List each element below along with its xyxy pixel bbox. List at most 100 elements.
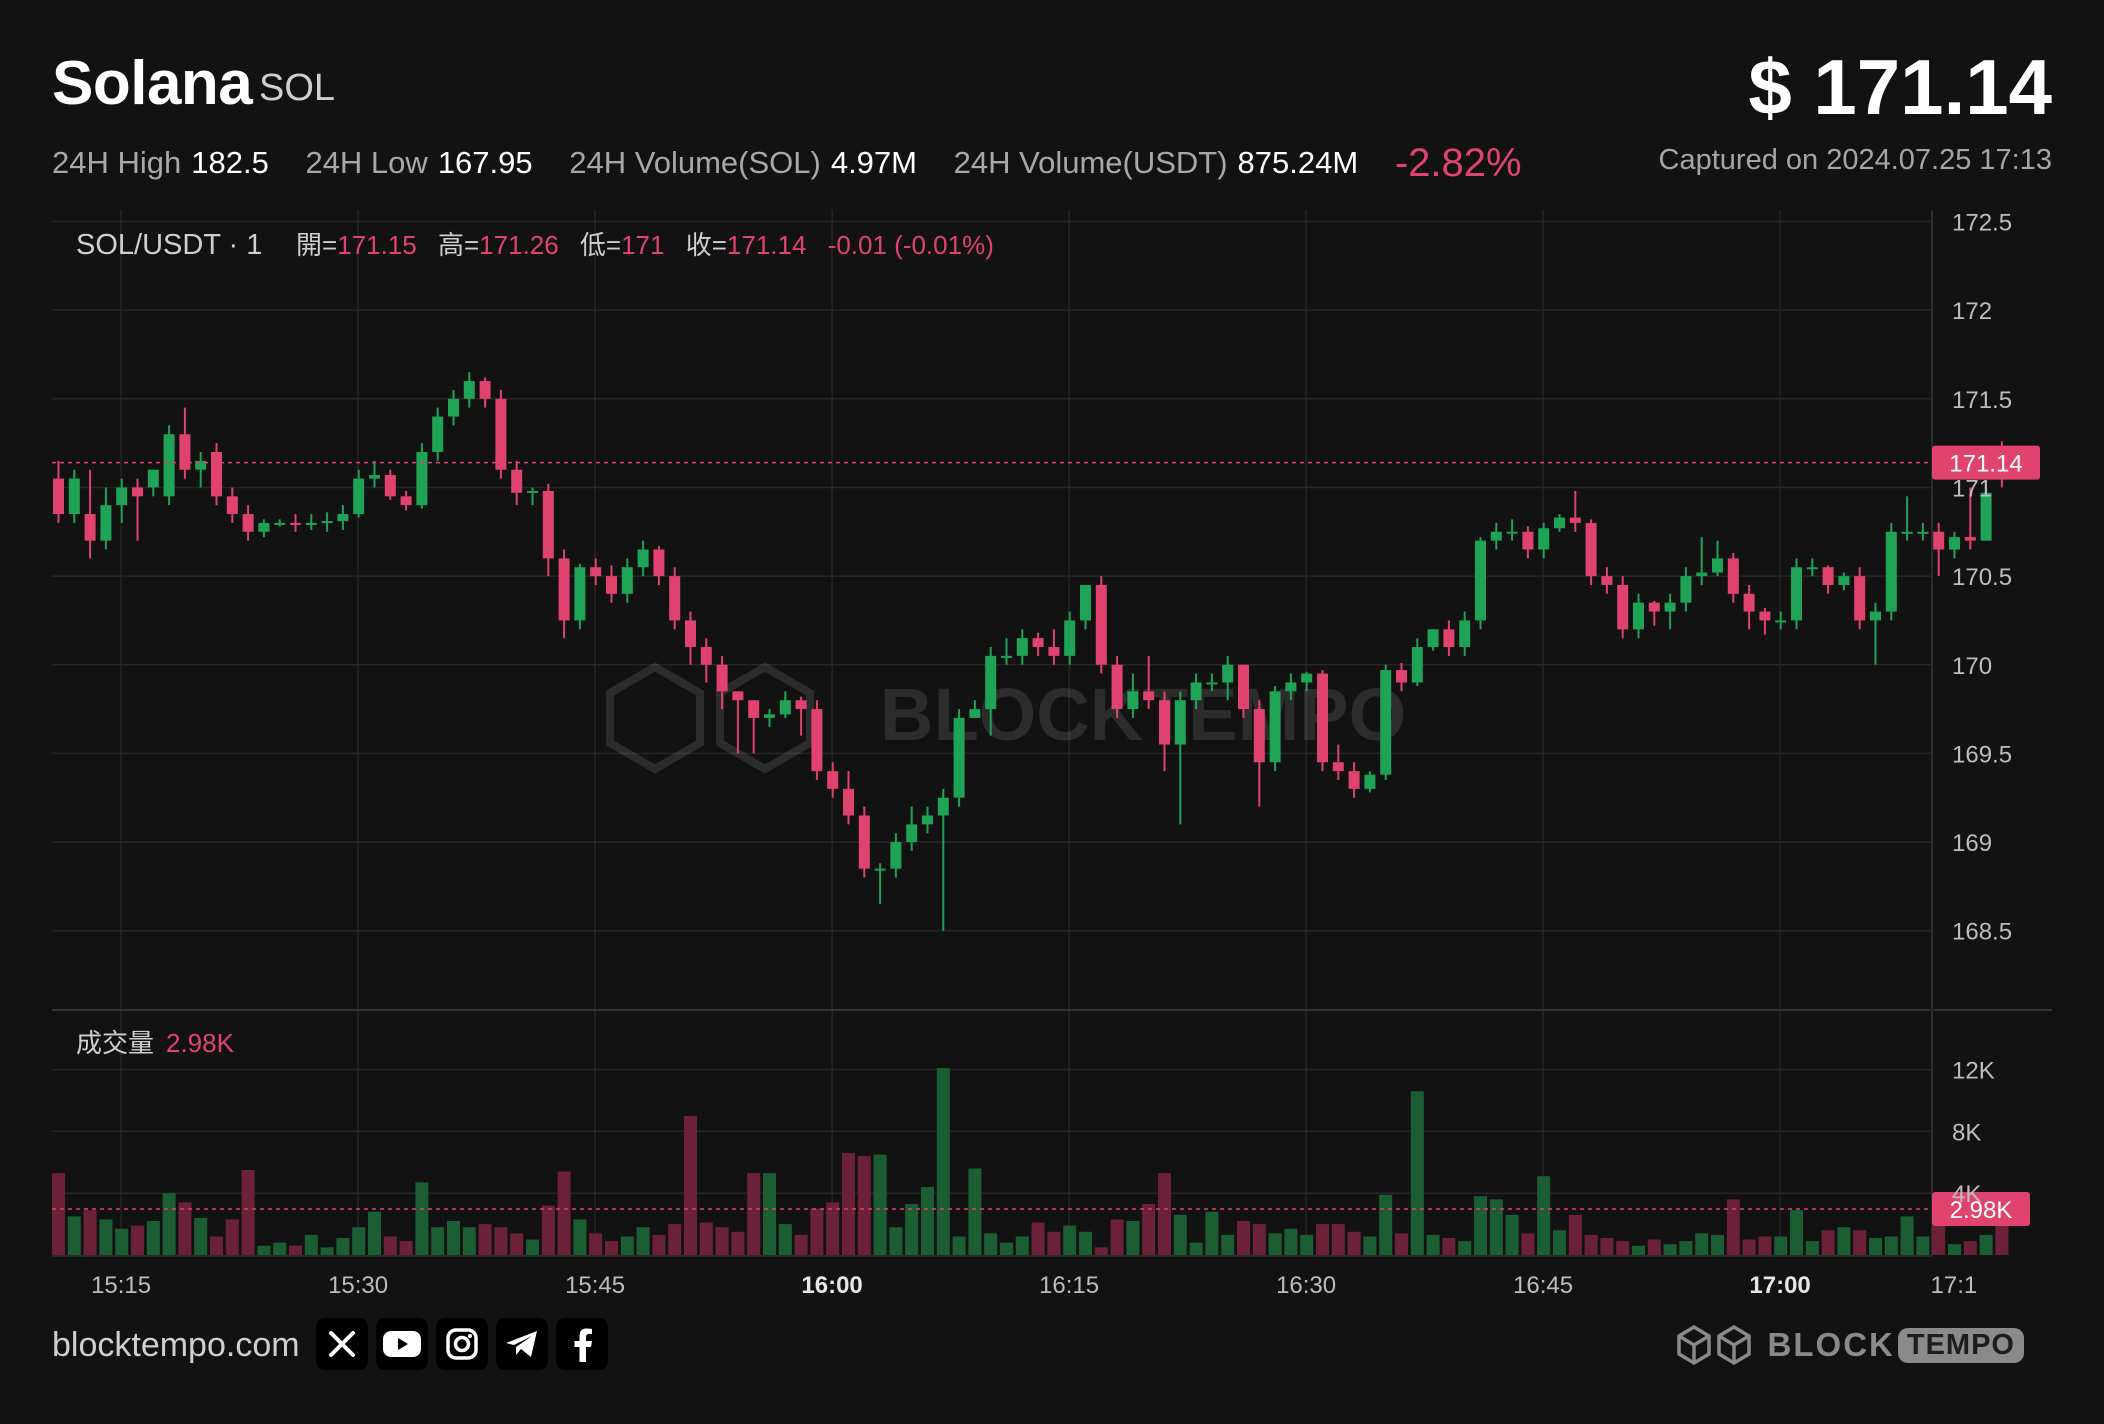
- stat-low-label: 24H Low: [305, 145, 428, 180]
- volume-bar: [810, 1208, 824, 1255]
- legend-open-label: 開=: [296, 230, 337, 260]
- volume-bar: [415, 1182, 429, 1255]
- candle-body: [1949, 537, 1960, 550]
- time-tick-label: 15:45: [565, 1272, 625, 1299]
- price-tick-label: 168.5: [1952, 919, 2012, 946]
- instagram-icon[interactable]: [436, 1318, 488, 1370]
- volume-bar: [52, 1173, 65, 1255]
- candles: [53, 372, 2008, 931]
- volume-bar: [99, 1219, 113, 1255]
- volume-bar: [826, 1202, 840, 1255]
- volume-bar: [399, 1241, 413, 1255]
- footer-site-link[interactable]: blocktempo.com: [52, 1326, 300, 1364]
- volume-tick-label: 4K: [1952, 1181, 1981, 1208]
- volume-bar: [1379, 1194, 1393, 1255]
- volume-bar: [857, 1156, 871, 1255]
- volume-bar: [1300, 1234, 1314, 1255]
- candle-body: [811, 709, 823, 772]
- volume-bar: [178, 1202, 192, 1255]
- candle-body: [1001, 655, 1012, 658]
- volume-bar: [194, 1217, 208, 1255]
- volume-bar: [936, 1068, 950, 1255]
- candle-body: [858, 815, 870, 869]
- volume-bar: [620, 1236, 634, 1255]
- volume-bar: [1805, 1241, 1819, 1255]
- candle-body: [669, 576, 681, 621]
- candle-body: [1348, 771, 1360, 789]
- facebook-icon[interactable]: [556, 1318, 608, 1370]
- stat-volume-usdt-value: 875.24M: [1237, 145, 1359, 180]
- candle-body: [463, 381, 475, 399]
- candle-body: [337, 514, 349, 522]
- candle-body: [574, 567, 586, 621]
- candle-body: [179, 434, 191, 470]
- volume-bar: [1458, 1241, 1472, 1255]
- candle-body: [1127, 691, 1139, 710]
- candle-body: [1032, 638, 1044, 648]
- stats-bar: 24H High 182.5 24H Low 167.95 24H Volume(S…: [52, 138, 1522, 185]
- volume-bar: [1505, 1214, 1519, 1255]
- change-percent: -2.82%: [1394, 141, 1522, 185]
- volume-bar: [557, 1171, 571, 1255]
- volume-bar: [1853, 1230, 1867, 1255]
- candle-body: [1206, 682, 1218, 685]
- candle-body: [1538, 528, 1550, 550]
- candle-body: [1443, 629, 1455, 648]
- candle-body: [1427, 629, 1439, 648]
- current-price: $ 171.14: [1748, 43, 2052, 131]
- telegram-icon[interactable]: [496, 1318, 548, 1370]
- volume-bar: [1932, 1216, 1946, 1255]
- candle-body: [542, 490, 554, 559]
- volume-bar: [1632, 1245, 1645, 1255]
- candle-body: [290, 522, 301, 525]
- volume-bar: [162, 1193, 176, 1255]
- legend-close-label: 收=: [686, 230, 727, 260]
- candle-body: [1964, 537, 1976, 541]
- candle-body: [1048, 647, 1060, 656]
- time-tick-label: 16:45: [1513, 1272, 1573, 1299]
- price-tick-label: 169: [1952, 830, 1992, 857]
- volume-bar: [1916, 1236, 1930, 1255]
- volume-bar: [1410, 1091, 1424, 1255]
- candle-body: [1253, 709, 1265, 763]
- time-tick-label: 17:1: [1931, 1272, 1978, 1299]
- volume-bar: [1237, 1221, 1250, 1255]
- volume-bar: [494, 1227, 508, 1255]
- volume-legend-value: 2.98K: [166, 1028, 235, 1058]
- volume-bar: [1600, 1238, 1614, 1255]
- candle-body: [1143, 691, 1155, 701]
- volume-bar: [984, 1233, 998, 1255]
- candle-body: [969, 709, 981, 718]
- volume-bar: [905, 1204, 919, 1255]
- volume-bar: [431, 1227, 445, 1255]
- candle-body: [922, 815, 933, 825]
- candle-body: [1459, 620, 1471, 648]
- legend-pair: SOL/USDT · 1: [76, 229, 262, 261]
- legend-ohlc: 開=171.15 高=171.26 低=171 收=171.14 -0.01 (…: [296, 230, 994, 260]
- candle-body: [732, 691, 744, 701]
- candle-body: [1174, 700, 1186, 745]
- legend-open: 171.15: [337, 230, 417, 260]
- candle-body: [274, 522, 286, 525]
- candle-body: [1238, 664, 1249, 710]
- volume-bar: [1963, 1241, 1977, 1255]
- candle-body: [495, 398, 507, 470]
- youtube-icon[interactable]: [376, 1318, 428, 1370]
- volume-bar: [1616, 1241, 1630, 1255]
- x-icon[interactable]: [316, 1318, 368, 1370]
- volume-bar: [1000, 1242, 1013, 1255]
- candlestick-chart[interactable]: BLOCKTEMPO 171.142.98K 168.5169169.51701…: [0, 0, 2104, 1300]
- volume-bar: [1837, 1227, 1851, 1255]
- volume-bar: [1173, 1214, 1187, 1255]
- volume-bar: [1395, 1233, 1408, 1255]
- volume-bar: [1521, 1233, 1535, 1255]
- last-price-badge: [1932, 445, 2040, 480]
- volume-bar: [1047, 1231, 1061, 1255]
- price-tick-label: 169.5: [1952, 741, 2012, 768]
- volume-bar: [115, 1228, 129, 1255]
- candle-body: [1791, 567, 1802, 621]
- volume-bar: [1015, 1236, 1029, 1255]
- volume-bar: [447, 1221, 460, 1255]
- candle-body: [84, 514, 96, 541]
- volume-bar: [1726, 1199, 1740, 1255]
